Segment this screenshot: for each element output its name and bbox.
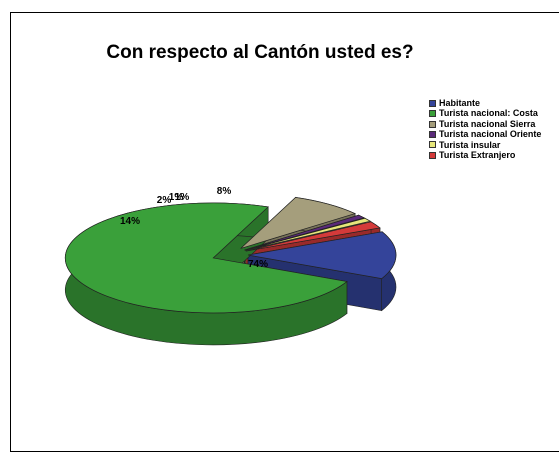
legend-item: Turista nacional: Costa	[429, 108, 541, 118]
legend-swatch	[429, 130, 436, 138]
legend-swatch	[429, 120, 436, 128]
legend-label: Turista insular	[439, 139, 501, 150]
pie-slice-3	[240, 197, 356, 249]
slice-data-label: 14%	[120, 216, 140, 227]
chart-title: Con respecto al Cantón usted es?	[106, 42, 414, 63]
legend-item: Turista nacional Sierra	[429, 119, 541, 129]
pie-slice-5	[244, 217, 372, 251]
legend-swatch	[429, 151, 436, 159]
legend-label: Turista nacional Oriente	[439, 129, 542, 140]
legend-label: Turista Extranjero	[439, 150, 516, 161]
slice-data-label: 2%	[157, 195, 172, 206]
slice-data-label: 74%	[248, 259, 268, 270]
slice-data-label: 1%	[175, 192, 190, 203]
legend-label: Turista nacional Sierra	[439, 118, 536, 129]
pie-slice-6	[245, 221, 381, 252]
pie-slice-2	[64, 202, 348, 314]
legend-label: Habitante	[439, 98, 481, 108]
legend-swatch	[429, 110, 436, 118]
chart-legend: Habitante Turista nacional: Costa Turista …	[429, 98, 541, 160]
legend-label: Turista nacional: Costa	[439, 108, 538, 119]
pie-slice-1	[247, 231, 397, 279]
pie-chart: 14% 74% 8% 1%1%2%	[64, 186, 397, 346]
slice-data-label: 8%	[217, 186, 232, 197]
legend-item: Turista insular	[429, 140, 541, 150]
legend-item: Turista Extranjero	[429, 150, 541, 160]
legend-item: Turista nacional Oriente	[429, 129, 541, 139]
legend-swatch	[429, 141, 436, 149]
legend-item: Habitante	[429, 98, 541, 108]
legend-swatch	[429, 99, 436, 107]
slice-data-label: 1%	[169, 192, 184, 203]
pie-slice-4	[244, 214, 366, 251]
